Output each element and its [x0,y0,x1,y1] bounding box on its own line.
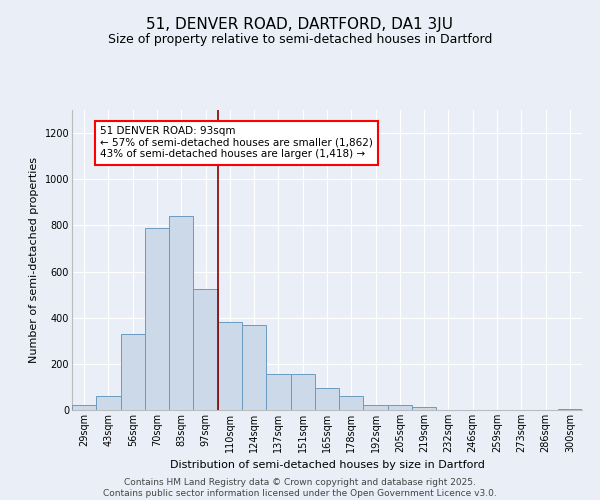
Text: 51 DENVER ROAD: 93sqm
← 57% of semi-detached houses are smaller (1,862)
43% of s: 51 DENVER ROAD: 93sqm ← 57% of semi-deta… [100,126,373,160]
Bar [315,388,339,410]
Bar [558,409,582,410]
Bar [364,406,388,410]
Bar [218,322,242,410]
Text: Contains HM Land Registry data © Crown copyright and database right 2025.
Contai: Contains HM Land Registry data © Crown c… [103,478,497,498]
Bar [145,228,169,410]
Bar [121,334,145,410]
Text: 51, DENVER ROAD, DARTFORD, DA1 3JU: 51, DENVER ROAD, DARTFORD, DA1 3JU [146,18,454,32]
Text: Size of property relative to semi-detached houses in Dartford: Size of property relative to semi-detach… [108,32,492,46]
X-axis label: Distribution of semi-detached houses by size in Dartford: Distribution of semi-detached houses by … [170,460,484,470]
Y-axis label: Number of semi-detached properties: Number of semi-detached properties [29,157,39,363]
Bar [266,374,290,410]
Bar [193,289,218,410]
Bar [412,406,436,410]
Bar [339,396,364,410]
Bar [242,324,266,410]
Bar [388,406,412,410]
Bar [96,396,121,410]
Bar [169,216,193,410]
Bar [72,406,96,410]
Bar [290,374,315,410]
